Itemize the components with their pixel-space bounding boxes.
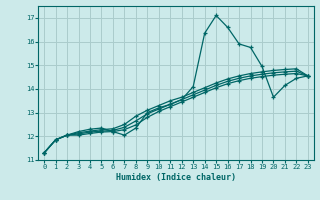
X-axis label: Humidex (Indice chaleur): Humidex (Indice chaleur): [116, 173, 236, 182]
